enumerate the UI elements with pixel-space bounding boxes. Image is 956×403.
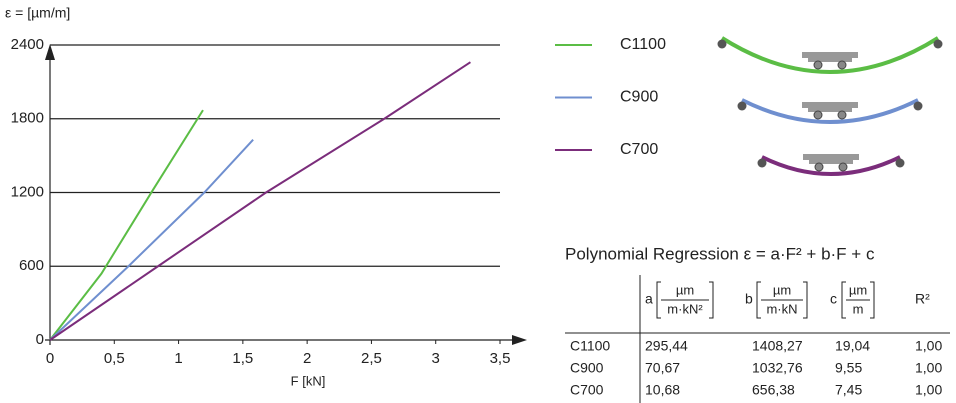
pin xyxy=(895,158,905,168)
x-tick-label: 0 xyxy=(46,350,54,367)
header-letter: R² xyxy=(915,291,930,307)
table-title: Polynomial Regression ε = a·F² + b·F + c xyxy=(565,244,875,263)
y-tick-label: 2400 xyxy=(11,36,44,53)
row-label: C900 xyxy=(570,360,604,376)
beam xyxy=(720,36,940,74)
legend-label: C900 xyxy=(620,89,658,106)
x-tick-label: 2,5 xyxy=(361,350,382,367)
pin xyxy=(717,39,727,49)
y-tick-label: 600 xyxy=(19,257,44,274)
support xyxy=(808,108,852,112)
support xyxy=(808,58,852,62)
table-cell: 9,55 xyxy=(835,360,862,376)
table-cell: 656,38 xyxy=(752,382,795,398)
header-unit-num: µm xyxy=(676,282,694,297)
roller xyxy=(813,60,823,70)
table-cell: 10,68 xyxy=(645,382,680,398)
roller xyxy=(837,60,847,70)
table-cell: 1,00 xyxy=(915,382,942,398)
support xyxy=(809,160,853,164)
bracket xyxy=(656,281,714,319)
table-cell: 7,45 xyxy=(835,382,862,398)
roller xyxy=(813,110,823,120)
y-tick-label: 0 xyxy=(36,331,44,348)
pin xyxy=(933,39,943,49)
support xyxy=(802,52,858,58)
beam xyxy=(761,155,901,176)
table-cell: 19,04 xyxy=(835,338,870,354)
legend-label: C700 xyxy=(620,141,658,158)
header-unit-num: µm xyxy=(773,282,791,297)
series-line xyxy=(49,61,471,341)
row-label: C1100 xyxy=(570,338,610,354)
y-axis-label: ε = [µm/m] xyxy=(5,5,70,21)
table-cell: 1408,27 xyxy=(752,338,803,354)
table-cell: 70,67 xyxy=(645,360,680,376)
header-unit-num: µm xyxy=(849,282,867,297)
roller xyxy=(814,162,824,172)
table-cell: 295,44 xyxy=(645,338,688,354)
table-cell: 1,00 xyxy=(915,338,942,354)
x-tick-label: 3,5 xyxy=(490,350,511,367)
x-tick-label: 0,5 xyxy=(104,350,125,367)
pin xyxy=(757,158,767,168)
x-tick-label: 3 xyxy=(432,350,440,367)
bracket xyxy=(756,281,808,319)
support xyxy=(802,102,858,108)
roller xyxy=(838,162,848,172)
pin xyxy=(913,101,923,111)
x-axis-arrow xyxy=(512,335,527,345)
x-tick-label: 1 xyxy=(174,350,182,367)
pin xyxy=(737,101,747,111)
x-tick-label: 1,5 xyxy=(232,350,253,367)
header-unit-den: m·kN xyxy=(766,301,797,316)
y-axis-arrow xyxy=(45,44,55,60)
table-cell: 1032,76 xyxy=(752,360,803,376)
series-line xyxy=(49,138,254,341)
row-label: C700 xyxy=(570,382,604,398)
y-tick-label: 1200 xyxy=(11,183,44,200)
header-letter: c xyxy=(830,291,837,307)
legend-label: C1100 xyxy=(620,36,666,53)
series-line xyxy=(49,109,204,341)
roller xyxy=(837,110,847,120)
header-unit-den: m xyxy=(853,301,864,316)
header-unit-den: m·kN² xyxy=(667,301,703,316)
table-cell: 1,00 xyxy=(915,360,942,376)
support xyxy=(803,154,859,160)
y-tick-label: 1800 xyxy=(11,110,44,127)
bracket xyxy=(841,281,875,319)
header-letter: a xyxy=(645,291,653,307)
x-tick-label: 2 xyxy=(303,350,311,367)
beam xyxy=(741,98,919,124)
x-axis-label: F [kN] xyxy=(291,373,326,388)
header-letter: b xyxy=(745,291,753,307)
